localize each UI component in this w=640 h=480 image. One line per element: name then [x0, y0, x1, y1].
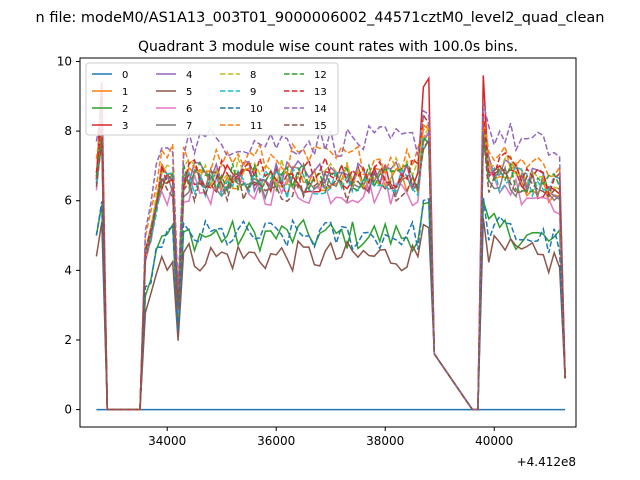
series-line-10 — [96, 197, 565, 409]
x-tick-label: 34000 — [148, 434, 186, 448]
legend-label-1: 1 — [122, 87, 128, 98]
legend-label-13: 13 — [314, 87, 327, 98]
y-tick-label: 10 — [57, 54, 72, 68]
series-line-5 — [96, 218, 565, 410]
x-tick-label: 40000 — [475, 434, 513, 448]
legend-label-8: 8 — [250, 70, 256, 81]
y-axis-ticks: 0 2 4 6 8 10 — [57, 54, 80, 416]
y-tick-label: 8 — [64, 124, 72, 138]
legend-label-12: 12 — [314, 70, 327, 81]
legend-label-0: 0 — [122, 70, 128, 81]
x-axis-offset-label: +4.412e8 — [517, 455, 576, 469]
y-tick-label: 2 — [64, 333, 72, 347]
legend-label-9: 9 — [250, 87, 256, 98]
legend-label-2: 2 — [122, 104, 128, 115]
series-line-11 — [96, 117, 565, 409]
y-tick-label: 0 — [64, 403, 72, 417]
x-tick-label: 38000 — [366, 434, 404, 448]
x-tick-label: 36000 — [257, 434, 295, 448]
legend-label-5: 5 — [186, 87, 192, 98]
legend-label-15: 15 — [314, 121, 327, 132]
chart-title: Quadrant 3 module wise count rates with … — [138, 39, 518, 55]
legend-label-4: 4 — [186, 70, 192, 81]
legend-label-3: 3 — [122, 121, 128, 132]
legend-label-14: 14 — [314, 104, 327, 115]
legend-label-10: 10 — [250, 104, 263, 115]
y-tick-label: 4 — [64, 263, 72, 277]
legend-label-6: 6 — [186, 104, 192, 115]
y-tick-label: 6 — [64, 194, 72, 208]
series-line-14 — [96, 103, 565, 409]
x-axis-ticks: 34000 36000 38000 40000 — [148, 427, 513, 448]
legend-label-7: 7 — [186, 121, 192, 132]
legend-label-11: 11 — [250, 121, 263, 132]
figure-suptitle: n file: modeM0/AS1A13_003T01_9000006002_… — [36, 10, 605, 26]
